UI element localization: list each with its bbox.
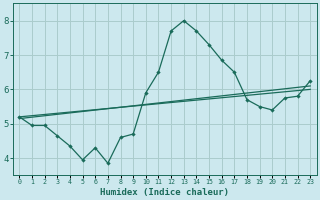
X-axis label: Humidex (Indice chaleur): Humidex (Indice chaleur)	[100, 188, 229, 197]
